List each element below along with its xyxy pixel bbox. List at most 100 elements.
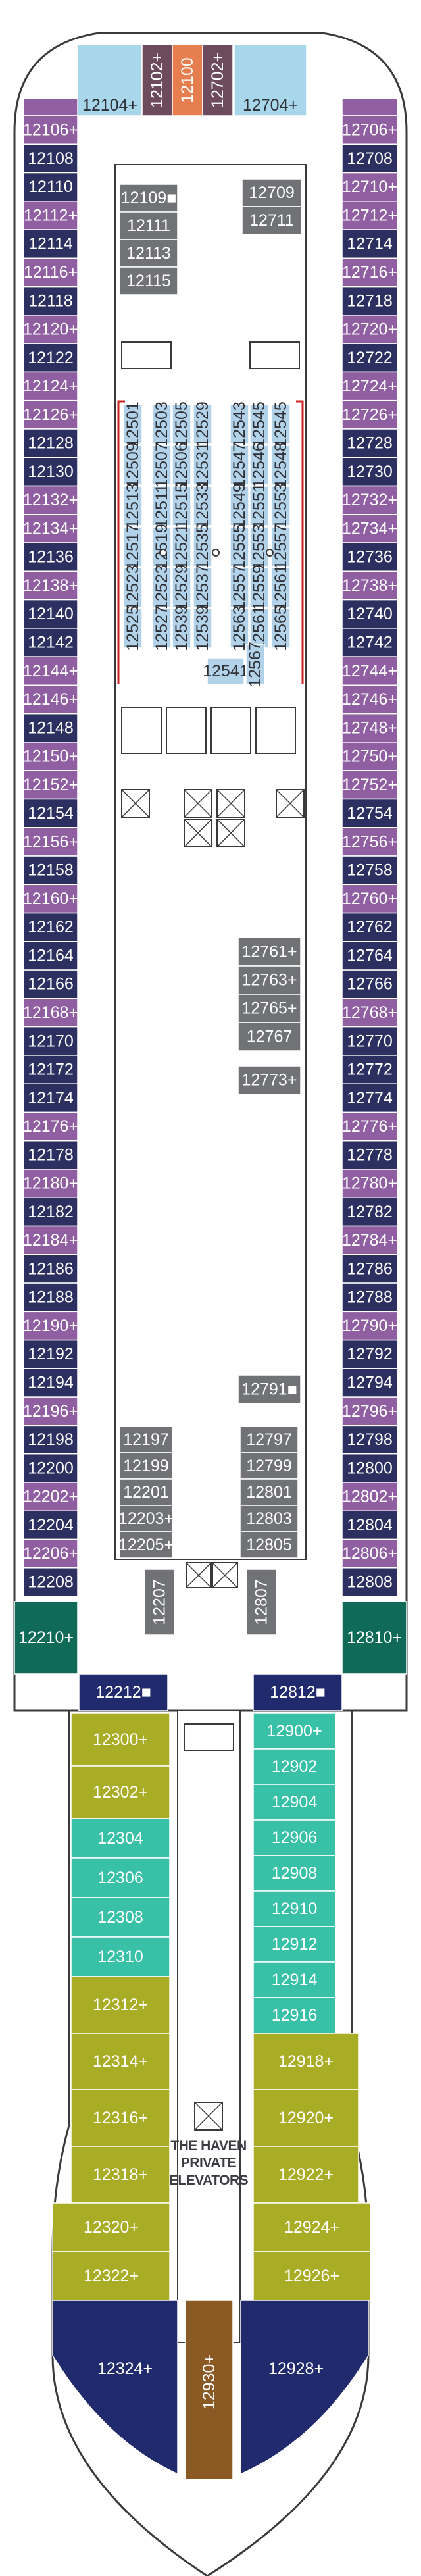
studio-12517[interactable]: [123, 526, 143, 567]
cabin-12791[interactable]: [237, 1375, 301, 1404]
cabin-12916[interactable]: [253, 1997, 336, 2034]
studio-12559[interactable]: [249, 567, 269, 608]
cabin-12304[interactable]: [70, 1818, 170, 1859]
cabin-12761[interactable]: [237, 937, 301, 967]
studio-12539[interactable]: [172, 608, 191, 649]
studio-12523[interactable]: [152, 567, 172, 608]
studio-12513[interactable]: [123, 486, 143, 526]
studio-12503[interactable]: [152, 404, 172, 445]
cabin-12120[interactable]: [23, 315, 78, 344]
cabin-12770[interactable]: [341, 1026, 398, 1056]
studio-12545[interactable]: [271, 404, 291, 445]
cabin-12174[interactable]: [23, 1083, 78, 1113]
cabin-12115[interactable]: [119, 266, 178, 295]
cabin-12172[interactable]: [23, 1055, 78, 1084]
studio-12525[interactable]: [123, 608, 143, 649]
studio-12529[interactable]: [172, 567, 191, 608]
cabin-12184[interactable]: [23, 1225, 78, 1255]
cabin-12130[interactable]: [23, 457, 78, 487]
cabin-12206[interactable]: [23, 1538, 78, 1569]
cabin-12126[interactable]: [23, 399, 78, 430]
studio-12553[interactable]: [271, 486, 291, 526]
cabin-12122[interactable]: [23, 343, 78, 373]
cabin-12778[interactable]: [341, 1140, 398, 1170]
studio-12527[interactable]: [152, 608, 172, 649]
cabin-12924[interactable]: [253, 2202, 371, 2252]
cabin-12718[interactable]: [341, 286, 398, 316]
cabin-12158[interactable]: [23, 855, 78, 886]
cabin-12142[interactable]: [23, 628, 78, 657]
cabin-12758[interactable]: [341, 855, 398, 886]
studio-12547[interactable]: [230, 445, 249, 486]
studio-12561[interactable]: [249, 608, 269, 649]
cabin-12320[interactable]: [52, 2202, 170, 2252]
cabin-12178[interactable]: [23, 1140, 78, 1170]
cabin-12774[interactable]: [341, 1083, 398, 1113]
cabin-12740[interactable]: [341, 599, 398, 629]
cabin-12900[interactable]: [253, 1713, 336, 1750]
studio-12506[interactable]: [172, 445, 191, 486]
cabin-12150[interactable]: [23, 742, 78, 771]
cabin-12160[interactable]: [23, 884, 78, 914]
cabin-12194[interactable]: [23, 1368, 78, 1398]
cabin-12182[interactable]: [23, 1197, 78, 1227]
cabin-12801[interactable]: [239, 1478, 299, 1506]
cabin-12112[interactable]: [23, 201, 78, 230]
cabin-12704[interactable]: [234, 44, 307, 116]
cabin-12752[interactable]: [341, 770, 398, 800]
cabin-12128[interactable]: [23, 428, 78, 458]
cabin-12736[interactable]: [341, 542, 398, 572]
cabin-12776[interactable]: [341, 1111, 398, 1142]
cabin-12164[interactable]: [23, 941, 78, 971]
studio-12543[interactable]: [230, 404, 249, 445]
cabin-12162[interactable]: [23, 912, 78, 942]
cabin-12132[interactable]: [23, 485, 78, 515]
cabin-12910[interactable]: [253, 1890, 336, 1927]
cabin-12111[interactable]: [119, 211, 178, 240]
cabin-12322[interactable]: [52, 2251, 170, 2301]
studio-12563[interactable]: [230, 608, 249, 649]
cabin-12144[interactable]: [23, 656, 78, 686]
cabin-12202[interactable]: [23, 1482, 78, 1511]
cabin-12805[interactable]: [239, 1531, 299, 1559]
studio-12515[interactable]: [172, 486, 191, 526]
cabin-12784[interactable]: [341, 1225, 398, 1255]
cabin-12722[interactable]: [341, 343, 398, 373]
cabin-12541[interactable]: [207, 657, 245, 685]
studio-12533[interactable]: [193, 486, 212, 526]
cabin-12118[interactable]: [23, 286, 78, 316]
cabin-12110[interactable]: [23, 172, 78, 202]
cabin-12146[interactable]: [23, 684, 78, 715]
cabin-12748[interactable]: [341, 713, 398, 743]
cabin-12192[interactable]: [23, 1339, 78, 1369]
cabin-12210[interactable]: [14, 1601, 78, 1675]
cabin-12764[interactable]: [341, 941, 398, 971]
cabin-12205[interactable]: [119, 1531, 173, 1559]
cabin-12709[interactable]: [241, 178, 302, 207]
studio-12557[interactable]: [230, 567, 249, 608]
cabin-12765[interactable]: [237, 994, 301, 1023]
studio-12521[interactable]: [172, 526, 191, 567]
studio-12531[interactable]: [193, 445, 212, 486]
cabin-12136[interactable]: [23, 542, 78, 572]
cabin-12810[interactable]: [341, 1601, 407, 1675]
cabin-12197[interactable]: [119, 1426, 173, 1453]
studio-12519[interactable]: [152, 526, 172, 567]
cabin-12904[interactable]: [253, 1784, 336, 1821]
cabin-12114[interactable]: [23, 229, 78, 259]
studio-12535[interactable]: [193, 526, 212, 567]
cabin-12742[interactable]: [341, 628, 398, 657]
cabin-12780[interactable]: [341, 1169, 398, 1199]
cabin-12768[interactable]: [341, 998, 398, 1028]
cabin-12190[interactable]: [23, 1311, 78, 1341]
cabin-12300[interactable]: [70, 1713, 170, 1767]
studio-12523[interactable]: [123, 567, 143, 608]
cabin-12140[interactable]: [23, 599, 78, 629]
cabin-12902[interactable]: [253, 1748, 336, 1785]
studio-12509[interactable]: [123, 445, 143, 486]
cabin-12106[interactable]: [23, 115, 78, 145]
studio-12505[interactable]: [172, 404, 191, 445]
cabin-12922[interactable]: [253, 2146, 359, 2204]
cabin-12176[interactable]: [23, 1111, 78, 1142]
cabin-12930[interactable]: [185, 2300, 234, 2480]
